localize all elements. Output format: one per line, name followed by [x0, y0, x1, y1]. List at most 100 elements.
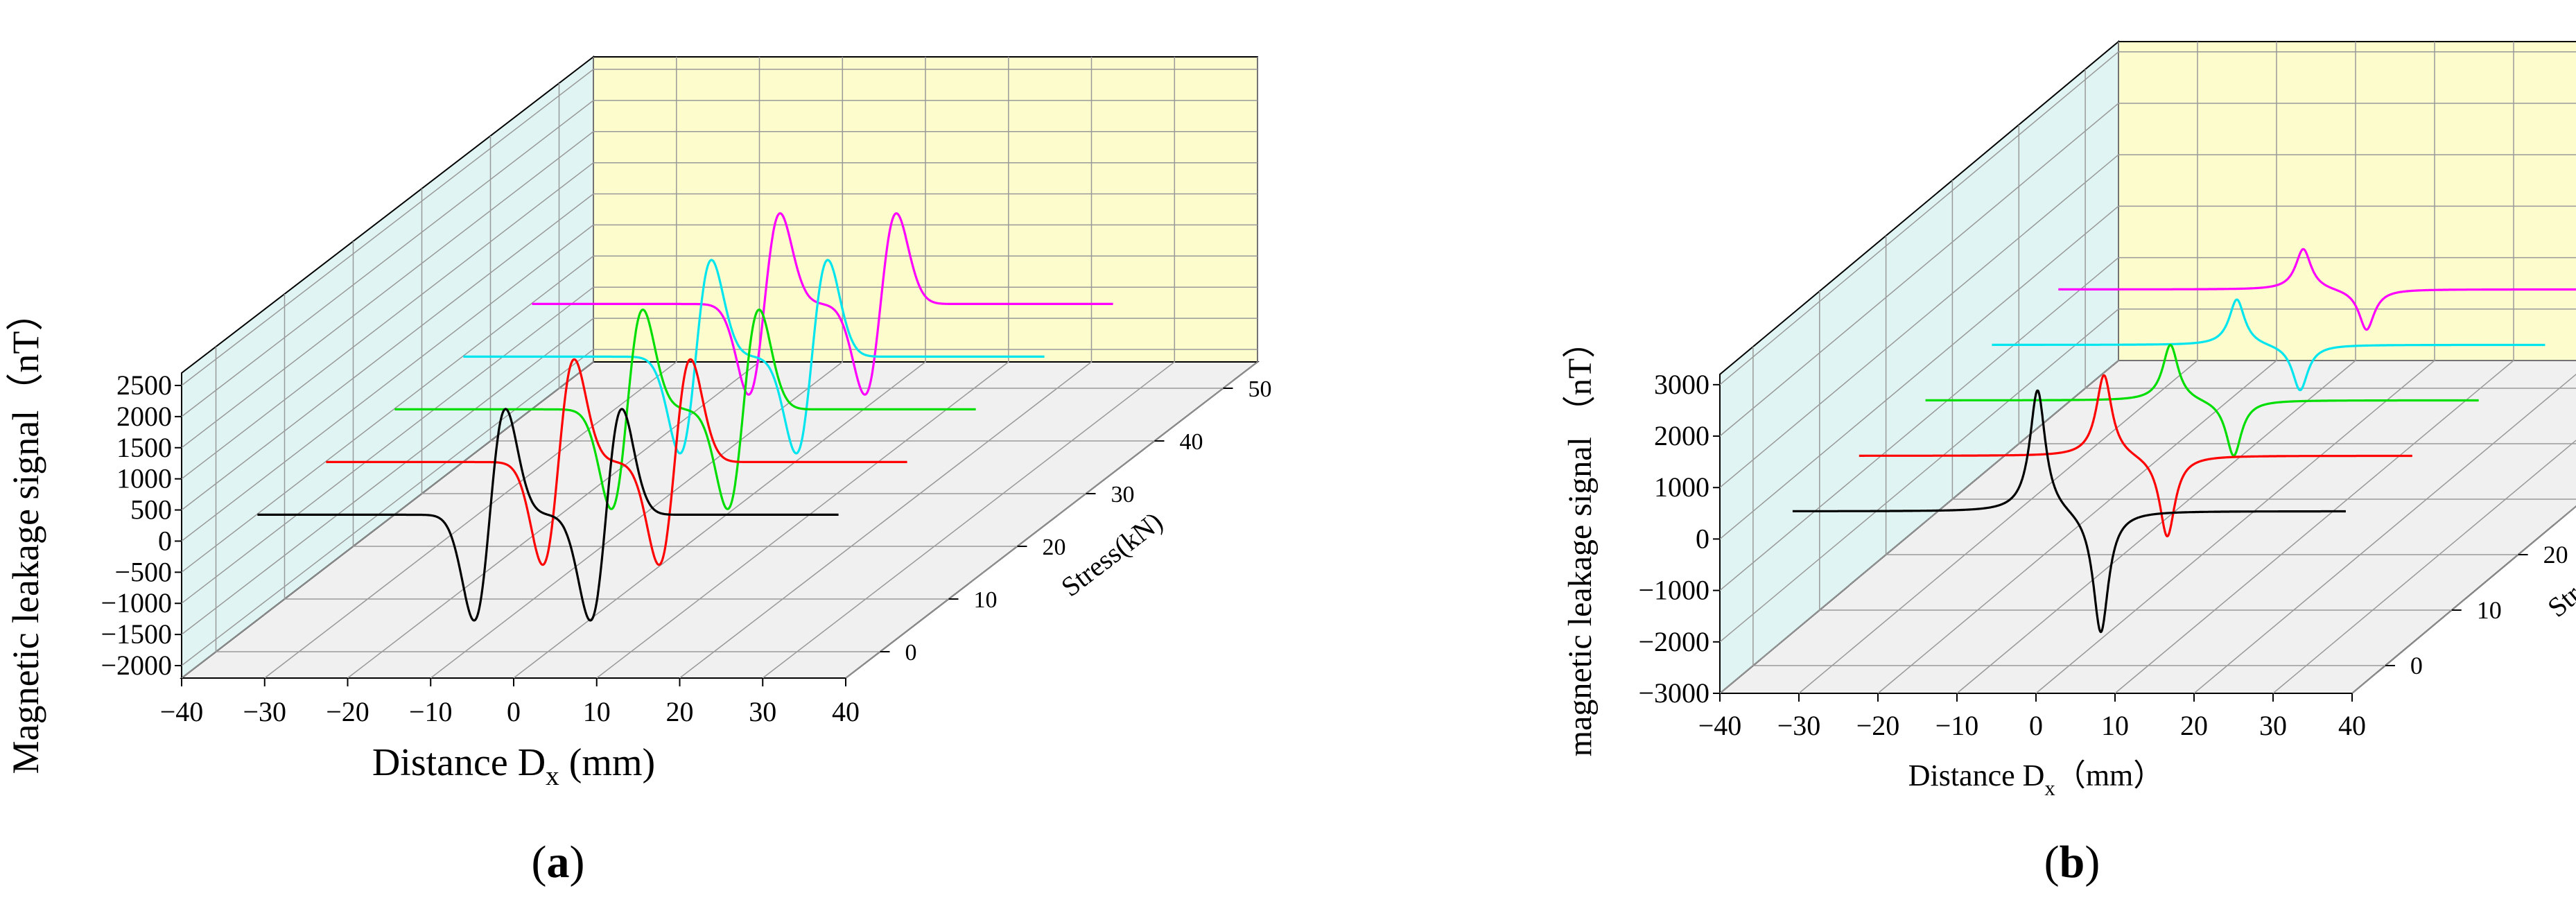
grid-line	[1719, 154, 2576, 488]
back-wall-plane	[2118, 41, 2576, 361]
grid-line	[1719, 309, 2576, 643]
grid-line	[181, 193, 1257, 511]
x-tick-label: −20	[1856, 710, 1900, 741]
x-tick-label: −10	[409, 696, 453, 727]
z-tick-label: 0	[905, 640, 917, 666]
x-tick-label: −20	[326, 696, 369, 727]
x-axis-title-main: Distance D	[1908, 758, 2045, 792]
z-tick-label: 20	[2543, 541, 2568, 569]
x-tick-label: −40	[1698, 710, 1742, 741]
panel-a: −40 −30 −20 −10 0 10 20 30 40 −2000−1500−1000−500…	[5, 55, 1272, 887]
grid-line	[2351, 505, 2576, 694]
x-axis-title-sub: x	[546, 761, 559, 791]
z-tick-label: 30	[1111, 482, 1135, 508]
grid-line	[430, 57, 844, 679]
grid-line	[558, 83, 1224, 389]
x-tick-label: −40	[160, 696, 204, 727]
grid-line	[181, 318, 1257, 635]
y-tick-label: −2000	[1638, 626, 1709, 657]
grid-line	[421, 189, 1086, 494]
z-axis-title: Stress(kN)	[1055, 505, 1168, 602]
x-tick-label: −10	[1935, 710, 1979, 741]
y-tick-label: 2500	[116, 370, 172, 401]
x-tick-label: 30	[749, 696, 776, 727]
grid-line	[264, 57, 677, 679]
y-tick-label: 1000	[116, 463, 172, 494]
grid-line	[181, 286, 1257, 604]
grid-line	[2272, 440, 2576, 694]
series-line-2	[394, 309, 977, 510]
series-line-3	[1991, 298, 2546, 392]
grid-line	[513, 57, 926, 679]
y-tick-label: 500	[130, 494, 172, 526]
y-tick-label: −2000	[101, 650, 172, 681]
y-tick-label: −500	[114, 556, 172, 587]
y-tick-label: 1000	[1654, 471, 1709, 503]
z-tick-label: 20	[1043, 535, 1066, 560]
grid-line	[215, 347, 880, 652]
y-tick-label: −3000	[1638, 677, 1709, 709]
grid-line	[352, 241, 1018, 547]
panel-label: (a)	[532, 837, 585, 887]
y-tick-label: −1000	[1638, 575, 1709, 606]
series-line-0	[1791, 389, 2347, 634]
y-tick-label: 1500	[116, 432, 172, 463]
x-tick-label: 0	[507, 696, 521, 727]
grid-line	[762, 57, 1176, 679]
series-line-1	[1858, 374, 2413, 538]
x-tick-label: 10	[2101, 710, 2129, 741]
x-tick-label: 30	[2259, 710, 2287, 741]
grid-line	[1719, 103, 2576, 437]
z-tick-label: 50	[1248, 376, 1272, 402]
grid-line	[181, 162, 1257, 480]
x-axis-title-unit: (mm)	[559, 741, 655, 784]
x-axis-title-unit: （mm）	[2055, 758, 2164, 792]
grid-line	[845, 57, 1258, 679]
grid-line	[181, 57, 594, 679]
x-axis-title-sub: x	[2044, 777, 2055, 800]
y-tick-label: 2000	[1654, 420, 1709, 451]
y-tick-label: 3000	[1654, 369, 1709, 400]
z-tick-label: 40	[1180, 429, 1203, 455]
y-tick-label: −1000	[101, 587, 172, 618]
grid-line	[1719, 360, 2576, 694]
series-line-2	[1924, 344, 2480, 457]
grid-line	[2193, 374, 2576, 694]
y-axis-title: Magnetic leakage signal（nT）	[5, 294, 46, 774]
grid-line	[181, 100, 1257, 417]
x-axis-title: Distance Dx (mm)	[372, 741, 655, 791]
grid-line	[679, 57, 1093, 679]
panel-b: −40 −30 −20 −10 0 10 20 30 40−3000−2000−10000100…	[1562, 40, 2576, 887]
series-line-0	[256, 408, 839, 622]
series-line-3	[462, 259, 1045, 455]
series-line-4	[2057, 248, 2576, 331]
x-axis-title: Distance Dx（mm）	[1908, 758, 2164, 800]
y-tick-label: 0	[1696, 523, 1709, 554]
panel-letter: a	[547, 837, 570, 887]
x-tick-label: 20	[2180, 710, 2208, 741]
x-tick-label: −30	[243, 696, 286, 727]
y-axis-title: magnetic leakage signal （nT）	[1562, 325, 1599, 756]
grid-line	[1719, 257, 2576, 591]
grid-line	[181, 69, 1257, 386]
x-tick-label: −30	[1777, 710, 1821, 741]
z-tick-label: 10	[974, 587, 998, 613]
grid-line	[181, 131, 1257, 449]
grid-line	[181, 349, 1257, 666]
grid-line	[181, 224, 1257, 541]
grid-line	[489, 136, 1155, 442]
z-tick-label: 0	[2410, 652, 2423, 679]
x-axis-title-main: Distance D	[372, 741, 546, 784]
grid-line	[1719, 51, 2576, 385]
grid-line	[1719, 205, 2576, 539]
y-tick-label: 0	[158, 525, 172, 556]
grid-line	[284, 294, 949, 600]
y-tick-label: −1500	[101, 618, 172, 650]
panel-label: (b)	[2044, 837, 2100, 887]
series-line-4	[531, 212, 1114, 396]
y-tick-label: 2000	[116, 401, 172, 432]
series-line-1	[325, 358, 908, 566]
grid-line	[596, 57, 1009, 679]
grid-line	[181, 255, 1257, 573]
z-tick-label: 10	[2477, 596, 2502, 624]
